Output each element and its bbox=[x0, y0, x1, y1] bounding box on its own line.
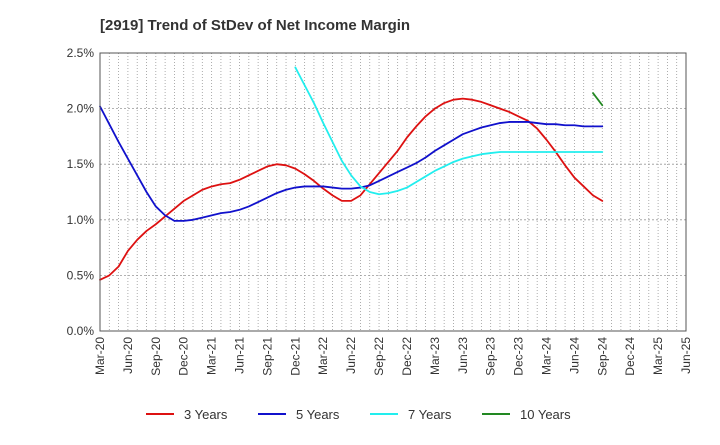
x-tick-label: Dec-21 bbox=[288, 337, 302, 376]
x-tick-label: Jun-23 bbox=[456, 337, 470, 374]
legend-label: 7 Years bbox=[408, 407, 452, 422]
x-tick-label: Mar-21 bbox=[205, 337, 219, 375]
x-tick-label: Dec-24 bbox=[623, 337, 637, 376]
x-tick-label: Jun-22 bbox=[344, 337, 358, 374]
x-tick-label: Mar-22 bbox=[316, 337, 330, 375]
legend: 3 Years 5 Years 7 Years 10 Years bbox=[146, 407, 571, 422]
chart-title: [2919] Trend of StDev of Net Income Marg… bbox=[100, 17, 410, 34]
x-tick-label: Dec-22 bbox=[400, 337, 414, 376]
y-tick-label: 0.5% bbox=[67, 268, 95, 282]
y-tick-label: 0.0% bbox=[67, 324, 95, 338]
x-tick-label: Sep-20 bbox=[149, 337, 163, 376]
x-tick-label: Mar-24 bbox=[539, 337, 553, 375]
series-lines bbox=[99, 66, 604, 281]
x-tick-label: Jun-21 bbox=[233, 337, 247, 374]
legend-label: 3 Years bbox=[184, 407, 228, 422]
x-tick-label: Jun-24 bbox=[567, 337, 581, 374]
series-line-5-years bbox=[99, 105, 604, 222]
y-tick-label: 2.0% bbox=[67, 102, 95, 116]
legend-label: 10 Years bbox=[520, 407, 571, 422]
x-tick-label: Jun-25 bbox=[679, 337, 693, 374]
x-tick-label: Sep-24 bbox=[595, 337, 609, 376]
x-tick-label: Sep-21 bbox=[260, 337, 274, 376]
x-tick-label: Dec-23 bbox=[512, 337, 526, 376]
x-tick-label: Jun-20 bbox=[121, 337, 135, 374]
x-tick-label: Mar-25 bbox=[651, 337, 665, 375]
grid bbox=[100, 53, 686, 331]
series-line-7-years bbox=[294, 66, 604, 196]
y-tick-label: 1.0% bbox=[67, 213, 95, 227]
x-tick-label: Dec-20 bbox=[177, 337, 191, 376]
legend-label: 5 Years bbox=[296, 407, 340, 422]
y-tick-label: 2.5% bbox=[67, 46, 95, 60]
x-tick-label: Sep-23 bbox=[484, 337, 498, 376]
series-line-3-years bbox=[99, 97, 604, 281]
series-line-10-years bbox=[592, 92, 604, 107]
x-tick-label: Mar-23 bbox=[428, 337, 442, 375]
x-tick-label: Mar-20 bbox=[93, 337, 107, 375]
y-tick-label: 1.5% bbox=[67, 157, 95, 171]
plot-frame bbox=[99, 52, 687, 332]
x-tick-label: Sep-22 bbox=[372, 337, 386, 376]
axes: 0.0% 0.5% 1.0% 1.5% 2.0% 2.5% Mar-20 Jun-20 Sep-… bbox=[67, 46, 693, 376]
